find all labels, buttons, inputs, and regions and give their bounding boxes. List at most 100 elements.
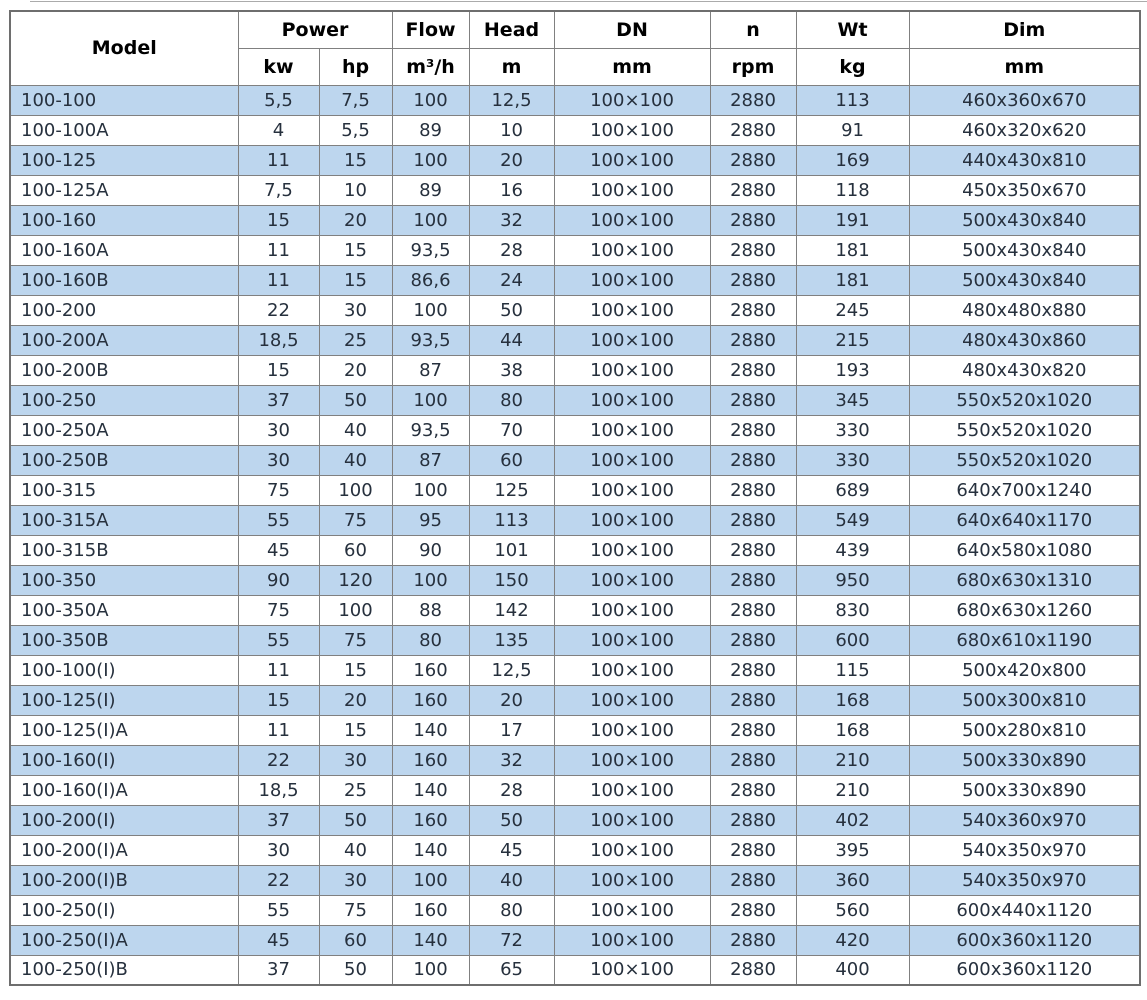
dim-cell: 500x330x890 <box>908 744 1141 776</box>
table-row: 100-200(I)A 30 40 140 45 100×100 2880 39… <box>9 834 1141 866</box>
head-cell: 60 <box>468 444 555 476</box>
unit-header-kw: kw <box>237 47 320 86</box>
dn-cell: 100×100 <box>553 594 711 626</box>
col-header-wt: Wt <box>795 10 910 49</box>
model-cell: 100-200(I) <box>9 804 239 836</box>
table-row: 100-160A 11 15 93,5 28 100×100 2880 181 … <box>9 234 1141 266</box>
dim-cell: 640x700x1240 <box>908 474 1141 506</box>
power-kw-cell: 15 <box>237 354 320 386</box>
dn-cell: 100×100 <box>553 864 711 896</box>
dn-cell: 100×100 <box>553 894 711 926</box>
power-kw-cell: 30 <box>237 444 320 476</box>
weight-cell: 689 <box>795 474 910 506</box>
rpm-cell: 2880 <box>709 924 797 956</box>
table-row: 100-200 22 30 100 50 100×100 2880 245 48… <box>9 294 1141 326</box>
unit-header-hp: hp <box>318 47 393 86</box>
power-kw-cell: 30 <box>237 414 320 446</box>
head-cell: 28 <box>468 774 555 806</box>
weight-cell: 215 <box>795 324 910 356</box>
rpm-cell: 2880 <box>709 354 797 386</box>
head-cell: 20 <box>468 144 555 176</box>
flow-cell: 100 <box>391 564 470 596</box>
flow-cell: 89 <box>391 174 470 206</box>
model-cell: 100-250 <box>9 384 239 416</box>
weight-cell: 439 <box>795 534 910 566</box>
table-row: 100-200(I)B 22 30 100 40 100×100 2880 36… <box>9 864 1141 896</box>
dim-cell: 600x360x1120 <box>908 954 1141 986</box>
weight-cell: 168 <box>795 684 910 716</box>
dim-cell: 540x350x970 <box>908 834 1141 866</box>
weight-cell: 950 <box>795 564 910 596</box>
table-row: 100-350B 55 75 80 135 100×100 2880 600 6… <box>9 624 1141 656</box>
rpm-cell: 2880 <box>709 834 797 866</box>
model-cell: 100-160B <box>9 264 239 296</box>
flow-cell: 100 <box>391 204 470 236</box>
flow-cell: 100 <box>391 384 470 416</box>
power-hp-cell: 10 <box>318 174 393 206</box>
dn-cell: 100×100 <box>553 324 711 356</box>
table-row: 100-125A 7,5 10 89 16 100×100 2880 118 4… <box>9 174 1141 206</box>
head-cell: 40 <box>468 864 555 896</box>
weight-cell: 115 <box>795 654 910 686</box>
table-row: 100-350A 75 100 88 142 100×100 2880 830 … <box>9 594 1141 626</box>
dn-cell: 100×100 <box>553 684 711 716</box>
flow-cell: 93,5 <box>391 234 470 266</box>
head-cell: 80 <box>468 384 555 416</box>
table-header: Model Power Flow Head DN n Wt Dim kw hp … <box>9 10 1141 86</box>
head-cell: 80 <box>468 894 555 926</box>
power-hp-cell: 75 <box>318 624 393 656</box>
power-hp-cell: 40 <box>318 834 393 866</box>
weight-cell: 400 <box>795 954 910 986</box>
weight-cell: 560 <box>795 894 910 926</box>
flow-cell: 160 <box>391 894 470 926</box>
weight-cell: 549 <box>795 504 910 536</box>
dn-cell: 100×100 <box>553 384 711 416</box>
power-kw-cell: 11 <box>237 654 320 686</box>
model-cell: 100-250(I)A <box>9 924 239 956</box>
model-cell: 100-100A <box>9 114 239 146</box>
power-kw-cell: 30 <box>237 834 320 866</box>
col-header-n: n <box>709 10 797 49</box>
table-row: 100-250(I)A 45 60 140 72 100×100 2880 42… <box>9 924 1141 956</box>
weight-cell: 181 <box>795 234 910 266</box>
col-header-flow: Flow <box>391 10 470 49</box>
model-cell: 100-200B <box>9 354 239 386</box>
dn-cell: 100×100 <box>553 744 711 776</box>
power-kw-cell: 55 <box>237 624 320 656</box>
unit-header-n: rpm <box>709 47 797 86</box>
flow-cell: 100 <box>391 954 470 986</box>
rpm-cell: 2880 <box>709 894 797 926</box>
flow-cell: 100 <box>391 294 470 326</box>
power-hp-cell: 50 <box>318 954 393 986</box>
dn-cell: 100×100 <box>553 354 711 386</box>
dim-cell: 540x350x970 <box>908 864 1141 896</box>
dn-cell: 100×100 <box>553 294 711 326</box>
power-kw-cell: 11 <box>237 234 320 266</box>
table-row: 100-100 5,5 7,5 100 12,5 100×100 2880 11… <box>9 84 1141 116</box>
power-hp-cell: 15 <box>318 714 393 746</box>
weight-cell: 600 <box>795 624 910 656</box>
head-cell: 70 <box>468 414 555 446</box>
header-row-units: kw hp m³/h m mm rpm kg mm <box>10 47 1141 86</box>
table-row: 100-250(I)B 37 50 100 65 100×100 2880 40… <box>9 954 1141 986</box>
flow-cell: 100 <box>391 474 470 506</box>
weight-cell: 420 <box>795 924 910 956</box>
model-cell: 100-350A <box>9 594 239 626</box>
flow-cell: 89 <box>391 114 470 146</box>
rpm-cell: 2880 <box>709 774 797 806</box>
flow-cell: 90 <box>391 534 470 566</box>
weight-cell: 91 <box>795 114 910 146</box>
rpm-cell: 2880 <box>709 744 797 776</box>
table-row: 100-160(I) 22 30 160 32 100×100 2880 210… <box>9 744 1141 776</box>
flow-cell: 95 <box>391 504 470 536</box>
rpm-cell: 2880 <box>709 204 797 236</box>
head-cell: 20 <box>468 684 555 716</box>
table-row: 100-315 75 100 100 125 100×100 2880 689 … <box>9 474 1141 506</box>
power-kw-cell: 55 <box>237 894 320 926</box>
weight-cell: 113 <box>795 84 910 116</box>
head-cell: 12,5 <box>468 654 555 686</box>
model-cell: 100-125A <box>9 174 239 206</box>
weight-cell: 830 <box>795 594 910 626</box>
dim-cell: 550x520x1020 <box>908 384 1141 416</box>
top-edge-line <box>30 1 1147 2</box>
